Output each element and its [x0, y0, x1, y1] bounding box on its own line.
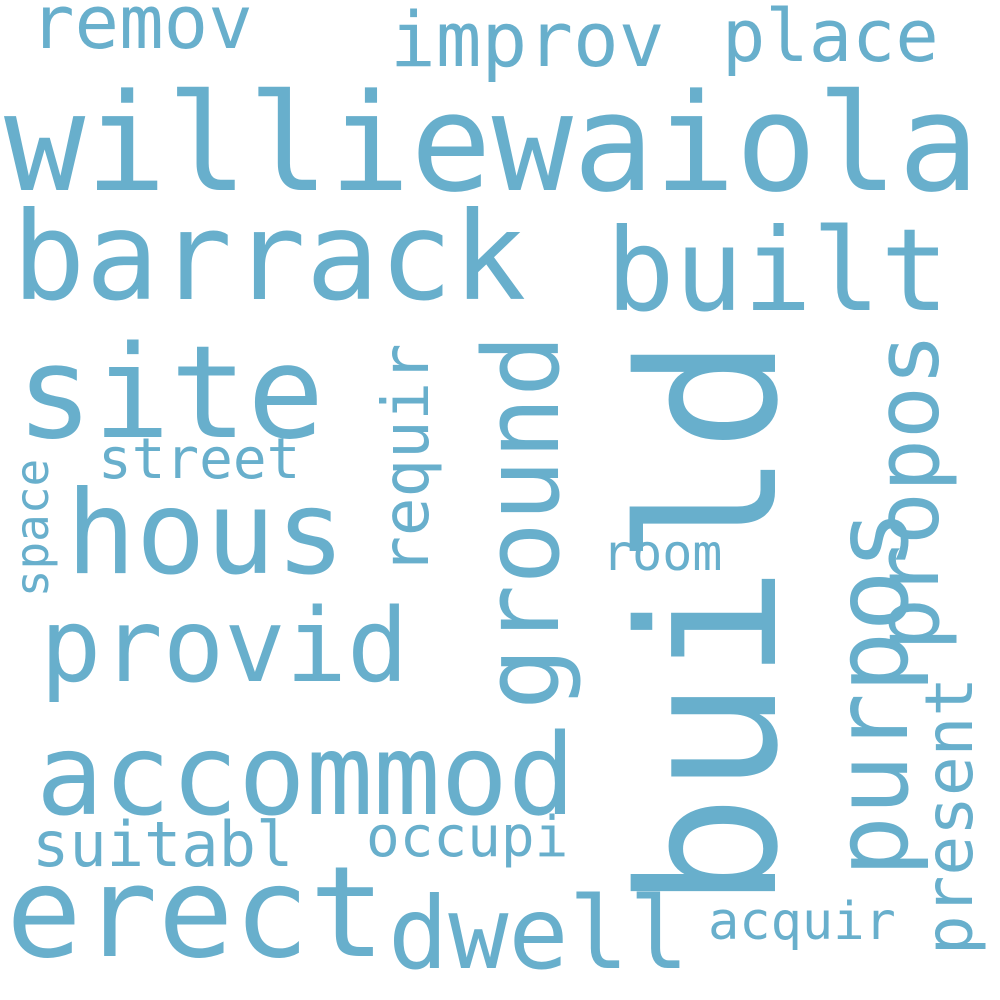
word-propos: propos: [856, 333, 959, 651]
word-dwell: dwell: [388, 875, 690, 992]
word-accommod: accommod: [36, 711, 576, 841]
word-erect: erect: [6, 839, 386, 986]
word-street: street: [98, 427, 301, 492]
word-place: place: [722, 0, 939, 78]
word-built: built: [606, 204, 950, 337]
word-present: present: [911, 676, 988, 956]
word-build: build: [599, 337, 820, 909]
word-ground: ground: [461, 334, 583, 710]
word-requir: requir: [370, 343, 444, 575]
word-acquir: acquir: [708, 892, 896, 952]
word-williewaiola: williewaiola: [4, 65, 980, 222]
word-room: room: [602, 524, 723, 582]
word-barrack: barrack: [12, 186, 527, 328]
word-provid: provid: [40, 587, 409, 706]
word-space: space: [5, 458, 59, 598]
word-hous: hous: [66, 466, 346, 601]
word-suitabl: suitabl: [32, 808, 294, 881]
word-occupi: occupi: [366, 805, 569, 870]
word-site: site: [16, 319, 325, 468]
word-remov: remov: [30, 0, 253, 66]
word-improv: improv: [390, 0, 665, 84]
